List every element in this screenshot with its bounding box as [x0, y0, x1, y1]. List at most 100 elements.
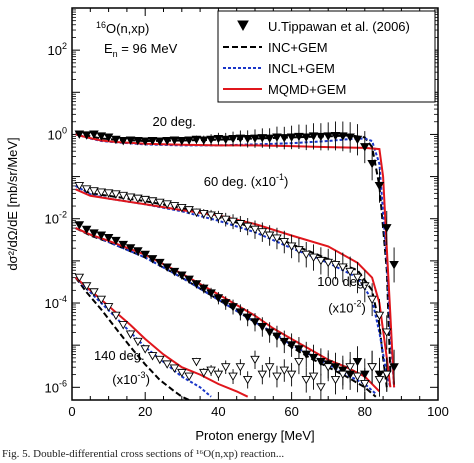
data-point — [147, 137, 158, 146]
series-annotation: 20 deg. — [153, 114, 196, 129]
energy-label: En = 96 MeV — [104, 41, 178, 59]
data-point — [191, 357, 202, 367]
data-point — [125, 136, 136, 145]
data-point — [257, 370, 268, 380]
y-tick-exponent: 0 — [62, 125, 67, 135]
data-point — [264, 363, 275, 372]
data-point — [103, 233, 114, 243]
data-point — [206, 135, 216, 145]
y-tick-mantissa: 10 — [48, 43, 62, 58]
data-point — [147, 352, 158, 361]
data-point — [330, 132, 341, 141]
data-point — [345, 267, 355, 277]
data-point — [155, 198, 165, 208]
data-point — [118, 240, 129, 250]
data-point — [184, 206, 194, 215]
data-point — [257, 323, 268, 332]
data-point — [198, 136, 209, 145]
data-point — [118, 191, 129, 201]
data-point — [228, 135, 238, 144]
data-point — [250, 355, 260, 365]
annotation-tail: ) — [146, 372, 150, 387]
data-point — [162, 137, 172, 146]
data-point — [381, 328, 392, 337]
data-point — [89, 229, 99, 238]
annotation-text: 140 deg. — [94, 348, 145, 363]
data-point — [272, 133, 282, 142]
annotation-tail: ) — [284, 174, 288, 189]
data-point — [308, 353, 319, 363]
annotation-text: 60 deg. (x10 — [204, 174, 276, 189]
data-point — [206, 366, 216, 375]
data-point — [74, 273, 85, 283]
model-line-mqmd-gem — [75, 188, 392, 388]
y-tick-mantissa: 10 — [45, 380, 59, 395]
data-point — [169, 136, 180, 145]
data-point — [133, 137, 143, 146]
data-point — [367, 363, 377, 372]
data-point — [155, 258, 165, 268]
legend-label: U.Tippawan et al. (2006) — [268, 19, 410, 34]
legend-label: MQMD+GEM — [268, 82, 346, 97]
y-tick-label: 10-6 — [45, 378, 67, 395]
data-point — [352, 372, 363, 381]
data-point — [184, 275, 194, 284]
data-point — [191, 280, 202, 289]
data-point — [374, 375, 385, 385]
y-tick-label: 10-4 — [45, 294, 67, 311]
data-point — [96, 231, 107, 240]
data-point — [308, 253, 319, 262]
data-point — [213, 370, 224, 380]
data-point — [177, 137, 187, 146]
data-point — [96, 188, 107, 197]
data-point — [81, 225, 92, 235]
series-4 — [74, 273, 392, 400]
data-point — [360, 143, 370, 152]
series-1 — [74, 121, 399, 388]
legend-box — [217, 10, 436, 103]
reaction-isotope: 16 — [96, 20, 106, 30]
annotation-exponent: -2 — [353, 298, 361, 308]
model-line-mqmd-gem — [75, 227, 381, 393]
data-point — [235, 308, 246, 317]
data-point — [308, 372, 319, 381]
y-tick-label: 102 — [48, 41, 67, 58]
annotation-text: (x10 — [112, 372, 137, 387]
data-point — [389, 363, 399, 372]
series-layer — [74, 121, 399, 400]
series-annotation: 140 deg. — [94, 348, 145, 363]
data-point — [198, 209, 209, 219]
annotation-exponent: -3 — [138, 370, 146, 380]
data-point — [264, 231, 275, 240]
data-point — [374, 181, 385, 191]
data-point — [81, 185, 92, 194]
data-point — [235, 220, 246, 229]
data-point — [213, 294, 224, 303]
annotation-exponent: -1 — [276, 172, 284, 182]
y-tick-label: 100 — [48, 125, 67, 142]
data-point — [220, 363, 231, 372]
x-tick-label: 0 — [68, 404, 75, 419]
data-point — [272, 372, 282, 381]
data-point — [140, 195, 150, 205]
model-line-inc-gem — [75, 131, 392, 375]
annotations: 20 deg.60 deg. (x10-1)100 deg.(x10-2)140… — [94, 114, 368, 387]
data-point — [360, 282, 370, 291]
y-tick-exponent: -2 — [59, 210, 67, 220]
data-point — [279, 134, 290, 143]
data-point — [147, 255, 158, 264]
data-point — [257, 228, 268, 237]
data-point — [323, 363, 333, 372]
data-point — [294, 345, 304, 354]
data-point — [286, 370, 297, 380]
model-line-inc-gem — [75, 185, 388, 388]
data-point — [338, 370, 348, 380]
data-point — [381, 370, 392, 380]
data-point — [133, 194, 143, 204]
legend: U.Tippawan et al. (2006) INC+GEM INCL+GEM M… — [217, 10, 436, 103]
data-point — [125, 244, 136, 253]
data-point — [81, 282, 92, 291]
data-point — [220, 299, 231, 308]
model-line-inc-gem — [74, 277, 190, 400]
